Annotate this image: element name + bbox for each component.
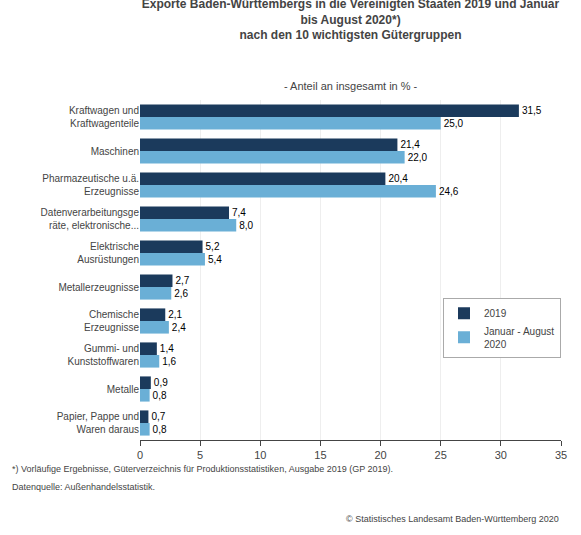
svg-text:Papier, Pappe undWaren daraus: Papier, Pappe undWaren daraus: [57, 411, 139, 435]
svg-text:20,4: 20,4: [388, 173, 408, 184]
svg-text:30: 30: [495, 449, 507, 461]
svg-text:2,6: 2,6: [174, 288, 188, 299]
svg-text:5,2: 5,2: [206, 241, 220, 252]
svg-text:ChemischeErzeugnisse: ChemischeErzeugnisse: [84, 309, 139, 333]
svg-text:Metalle: Metalle: [107, 384, 140, 395]
svg-text:0,7: 0,7: [151, 411, 165, 422]
svg-text:2019: 2019: [484, 308, 507, 319]
svg-text:0,9: 0,9: [154, 377, 168, 388]
svg-text:1,4: 1,4: [160, 343, 174, 354]
svg-text:24,6: 24,6: [439, 186, 459, 197]
svg-text:31,5: 31,5: [522, 105, 542, 116]
svg-text:2,4: 2,4: [172, 322, 186, 333]
svg-text:Exporte Baden-Württembergs in: Exporte Baden-Württembergs in die Verein…: [142, 0, 560, 42]
svg-text:- Anteil an insgesamt in % -: - Anteil an insgesamt in % -: [284, 80, 418, 92]
svg-text:8,0: 8,0: [239, 220, 253, 231]
svg-text:5: 5: [197, 449, 203, 461]
svg-text:Gummi- undKunststoffwaren: Gummi- undKunststoffwaren: [67, 343, 139, 367]
svg-text:Metallerzeugnisse: Metallerzeugnisse: [58, 282, 139, 293]
svg-text:Pharmazeutische u.ä.Erzeugniss: Pharmazeutische u.ä.Erzeugnisse: [42, 173, 139, 197]
svg-text:20: 20: [374, 449, 386, 461]
svg-text:2,1: 2,1: [168, 309, 182, 320]
svg-text:*) Vorläufige Ergebnisse, Güte: *) Vorläufige Ergebnisse, Güterverzeichn…: [12, 464, 393, 474]
svg-text:0,8: 0,8: [153, 390, 167, 401]
svg-text:15: 15: [314, 449, 326, 461]
svg-text:Datenverarbeitungsgeräte, elek: Datenverarbeitungsgeräte, elektronische.…: [41, 207, 140, 231]
svg-text:35: 35: [555, 449, 567, 461]
svg-text:ElektrischeAusrüstungen: ElektrischeAusrüstungen: [77, 241, 139, 265]
svg-text:0: 0: [137, 449, 143, 461]
svg-text:1,6: 1,6: [162, 356, 176, 367]
svg-text:21,4: 21,4: [400, 139, 420, 150]
svg-text:Kraftwagen undKraftwagenteile: Kraftwagen undKraftwagenteile: [69, 105, 139, 129]
svg-text:25,0: 25,0: [444, 118, 464, 129]
svg-text:0,8: 0,8: [153, 424, 167, 435]
svg-text:2,7: 2,7: [175, 275, 189, 286]
svg-text:Maschinen: Maschinen: [91, 146, 139, 157]
svg-text:7,4: 7,4: [232, 207, 246, 218]
svg-text:5,4: 5,4: [208, 254, 222, 265]
svg-text:22,0: 22,0: [408, 152, 428, 163]
svg-text:Januar - August2020: Januar - August2020: [484, 326, 554, 350]
svg-text:25: 25: [435, 449, 447, 461]
svg-text:© Statistisches Landesamt Bade: © Statistisches Landesamt Baden-Württemb…: [346, 514, 559, 524]
svg-text:10: 10: [254, 449, 266, 461]
svg-text:Datenquelle: Außenhandelsstati: Datenquelle: Außenhandelsstatistik.: [12, 482, 155, 492]
